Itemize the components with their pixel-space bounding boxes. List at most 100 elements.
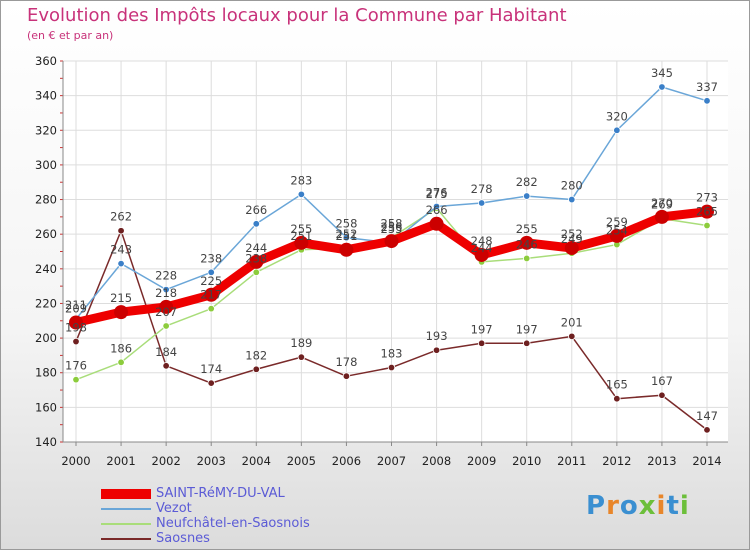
legend-label-neufchatel-en-saosnois: Neufchâtel-en-Saosnois — [156, 516, 310, 531]
data-point-vezot — [432, 202, 441, 211]
data-point-vezot — [342, 233, 351, 242]
data-point-vezot — [117, 259, 125, 268]
x-tick-label: 2009 — [467, 454, 496, 468]
data-label-saint-remy-du-val: 215 — [110, 291, 132, 305]
y-tick-label: 180 — [35, 366, 57, 380]
x-tick-label: 2002 — [152, 454, 181, 468]
data-point-neufchatel-en-saosnois — [162, 322, 170, 330]
data-point-saint-remy-du-val — [384, 234, 399, 249]
data-point-saint-remy-du-val — [564, 241, 579, 256]
x-tick-label: 2005 — [287, 454, 316, 468]
data-label-saosnes: 189 — [290, 336, 312, 350]
y-tick-label: 260 — [35, 227, 57, 241]
axis-layer: 140 160 180 200 220 240 260 280 300 320 340 360 2000… — [35, 54, 728, 468]
data-label-neufchatel-en-saosnois: 251 — [290, 229, 312, 243]
data-label-saosnes: 183 — [381, 347, 403, 361]
x-tick-label: 2000 — [61, 454, 90, 468]
data-label-neufchatel-en-saosnois: 176 — [65, 359, 87, 373]
data-label-neufchatel-en-saosnois: 275 — [426, 187, 448, 201]
data-label-vezot: 283 — [290, 173, 312, 187]
data-point-vezot — [658, 83, 666, 91]
data-label-saint-remy-du-val: 270 — [651, 196, 673, 210]
data-label-vezot: 266 — [245, 203, 267, 217]
data-point-vezot — [252, 220, 260, 228]
data-point-saint-remy-du-val — [339, 242, 354, 257]
data-point-neufchatel-en-saosnois — [523, 254, 531, 263]
y-tick-label: 220 — [35, 296, 57, 310]
data-point-saosnes — [72, 337, 80, 346]
data-label-saosnes: 184 — [155, 345, 177, 359]
chart-subtitle: (en € et par an) — [27, 29, 114, 42]
data-point-neufchatel-en-saosnois — [207, 304, 215, 313]
legend-label-saint-remy-du-val: SAINT-RéMY-DU-VAL — [156, 486, 285, 501]
data-label-neufchatel-en-saosnois: 254 — [606, 224, 628, 238]
x-tick-label: 2008 — [422, 454, 451, 468]
proxiti-logo: Proxiti — [586, 491, 690, 521]
data-label-saint-remy-du-val: 244 — [245, 241, 267, 255]
data-point-saosnes — [703, 426, 711, 434]
data-point-saint-remy-du-val — [69, 315, 83, 330]
data-label-saint-remy-du-val: 266 — [426, 203, 448, 217]
data-label-saosnes: 197 — [471, 322, 493, 336]
data-label-vezot: 282 — [516, 175, 538, 189]
data-label-vezot: 345 — [651, 66, 673, 80]
x-tick-label: 2006 — [332, 454, 361, 468]
data-label-saint-remy-du-val: 248 — [471, 234, 493, 248]
x-tick-label: 2011 — [557, 454, 586, 468]
data-label-saint-remy-du-val: 225 — [200, 274, 222, 288]
legend-swatch-neufchatel-en-saosnois — [101, 522, 151, 525]
data-point-saosnes — [117, 227, 125, 235]
data-label-saosnes: 262 — [110, 210, 132, 224]
y-tick-label: 320 — [35, 123, 57, 137]
legend-item-vezot[interactable]: Vezot — [101, 502, 310, 517]
legend: SAINT-RéMY-DU-VAL Vezot Neufchâtel-en-Sa… — [101, 487, 310, 547]
data-point-saint-remy-du-val — [204, 287, 219, 302]
data-label-saint-remy-du-val: 252 — [561, 227, 583, 241]
data-point-neufchatel-en-saosnois — [703, 221, 711, 230]
legend-item-saint-remy-du-val[interactable]: SAINT-RéMY-DU-VAL — [101, 487, 310, 502]
data-point-saint-remy-du-val — [114, 305, 129, 320]
data-label-saosnes: 201 — [561, 315, 583, 329]
data-label-vezot: 238 — [200, 251, 222, 265]
data-label-saosnes: 197 — [516, 322, 538, 336]
legend-swatch-saint-remy-du-val — [101, 488, 151, 499]
data-point-saint-remy-du-val — [429, 216, 444, 231]
logo-letter: P — [586, 491, 607, 521]
y-tick-label: 160 — [35, 400, 57, 414]
logo-letter: i — [679, 491, 690, 521]
data-point-saint-remy-du-val — [654, 209, 669, 224]
data-point-neufchatel-en-saosnois — [72, 375, 80, 384]
data-label-saint-remy-du-val: 256 — [381, 220, 403, 234]
x-tick-label: 2007 — [377, 454, 406, 468]
x-tick-label: 2013 — [647, 454, 676, 468]
y-tick-label: 200 — [35, 331, 57, 345]
data-label-neufchatel-en-saosnois: 207 — [155, 305, 177, 319]
data-point-saint-remy-du-val — [294, 235, 309, 250]
x-tick-label: 2004 — [242, 454, 271, 468]
legend-item-saosnes[interactable]: Saosnes — [101, 532, 310, 547]
data-label-saosnes: 198 — [65, 321, 87, 335]
x-tick-label: 2012 — [602, 454, 631, 468]
data-point-saint-remy-du-val — [609, 228, 624, 243]
data-point-vezot — [703, 97, 711, 105]
legend-item-neufchatel-en-saosnois[interactable]: Neufchâtel-en-Saosnois — [101, 517, 310, 532]
data-point-vezot — [568, 195, 576, 204]
data-label-saint-remy-du-val: 255 — [516, 222, 538, 236]
data-label-neufchatel-en-saosnois: 246 — [516, 237, 538, 251]
legend-swatch-vezot — [101, 507, 151, 510]
data-point-saint-remy-du-val — [249, 254, 264, 269]
data-label-saosnes: 178 — [335, 355, 357, 369]
data-label-saosnes: 165 — [606, 378, 628, 392]
data-label-vezot: 320 — [606, 109, 628, 123]
data-label-vezot: 211 — [65, 298, 87, 312]
data-point-saosnes — [297, 353, 306, 361]
data-point-saosnes — [658, 391, 666, 399]
data-label-vezot: 278 — [471, 182, 493, 196]
data-label-saint-remy-du-val: 218 — [155, 286, 177, 300]
data-label-saosnes: 182 — [245, 348, 267, 362]
plot-area — [63, 61, 728, 442]
data-label-vezot: 276 — [426, 185, 448, 199]
data-point-saosnes — [252, 365, 260, 373]
